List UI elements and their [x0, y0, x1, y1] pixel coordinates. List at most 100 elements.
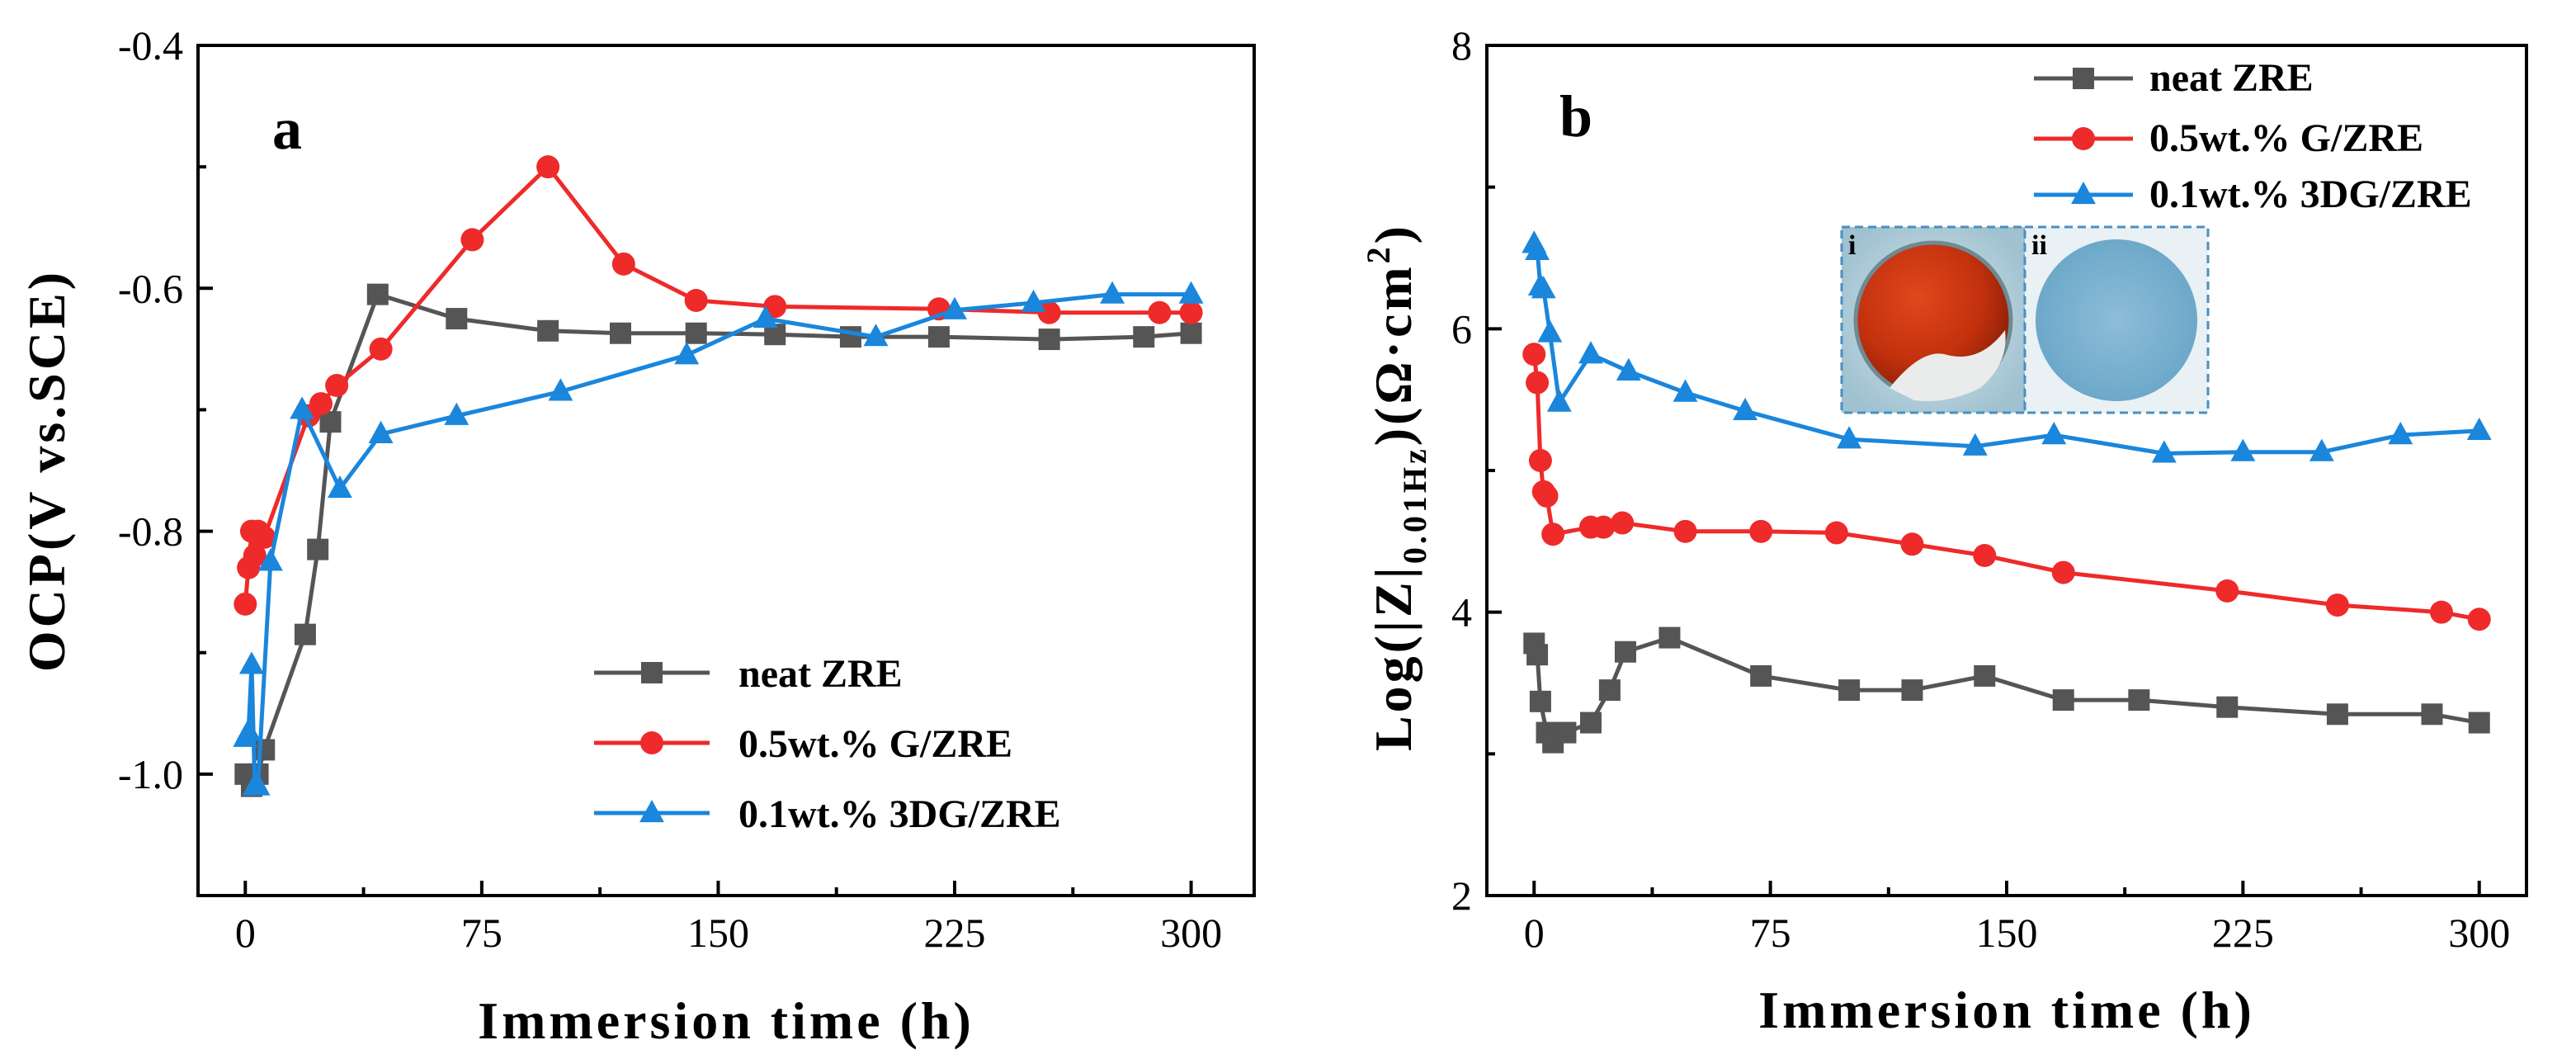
panel-b-point-neat-zre-17 [2326, 703, 2348, 726]
panel-b-point-0-1wt-3dg-zre-6 [1578, 341, 1603, 364]
panel-b-xtick-label-3: 225 [2212, 910, 2274, 956]
panel-a-point-0-5wt-g-zre-8 [325, 374, 349, 397]
panel-a-line-0-5wt-g-zre [243, 164, 1191, 605]
panel-a-legend-marker-0-5wt-g-zre [640, 731, 663, 754]
panel-a-xtick-label-2: 150 [687, 910, 749, 956]
panel-b-ylabel-sup: 2 [1360, 243, 1397, 263]
panel-a-point-0-5wt-g-zre-18 [1179, 300, 1203, 324]
panel-b-ytick-label-0: 2 [1451, 872, 1472, 919]
panel-a-point-0-1wt-3dg-zre-1 [236, 718, 262, 741]
panel-b-point-0-5wt-g-zre-15 [2215, 579, 2239, 603]
panel-b-point-neat-zre-13 [1974, 664, 1996, 687]
panel-b-legend-label-3dg: 0.1wt.% 3DG/ZRE [2149, 173, 2472, 216]
panel-b-point-neat-zre-16 [2216, 696, 2239, 718]
panel-a-xtick-label-3: 225 [924, 910, 986, 956]
panel-b-point-0-1wt-3dg-zre-11 [1962, 433, 1988, 456]
panel-a-legend-label-3dg: 0.1wt.% 3DG/ZRE [738, 792, 1061, 836]
panel-a-legend-marker-group-0-1wt-3dg-zre [639, 799, 664, 823]
panel-b-point-0-5wt-g-zre-13 [1973, 544, 1997, 567]
panel-b-point-0-5wt-g-zre-7 [1592, 515, 1616, 539]
panel-a-legend-marker-group-0-5wt-g-zre [640, 731, 663, 754]
panel-b-point-neat-zre-1 [1526, 644, 1549, 666]
panel-b-series [1522, 230, 2492, 754]
panel-b-point-neat-zre-14 [2052, 689, 2074, 712]
panel-a-point-0-1wt-3dg-zre-16 [1100, 281, 1125, 304]
panel-a-point-neat-zre-5 [307, 538, 329, 560]
panel-b-xtick-label-0: 0 [1524, 910, 1545, 956]
panel-b-ylabel-pre: Log(|Z| [1364, 564, 1422, 751]
panel-b-point-0-1wt-3dg-zre-14 [2230, 438, 2256, 461]
panel-b-point-0-1wt-3dg-zre-3 [1531, 276, 1556, 299]
panel-b: 0 75 150 225 300 2 4 6 8 [1360, 22, 2528, 1039]
panel-a-point-0-1wt-3dg-zre-13 [863, 324, 889, 347]
panel-a-ytick-label-2: -0.6 [118, 265, 183, 311]
panel-b-point-0-5wt-g-zre-4 [1535, 484, 1559, 508]
panel-b-point-0-5wt-g-zre-14 [2051, 560, 2075, 584]
panel-a-point-0-1wt-3dg-zre-6 [290, 396, 315, 419]
panel-a-point-0-1wt-3dg-zre-12 [753, 305, 778, 329]
panel-a-xtick-label-0: 0 [235, 910, 256, 956]
panel-a-point-0-1wt-3dg-zre-9 [444, 402, 469, 425]
panel-b-point-0-5wt-g-zre-17 [2429, 600, 2453, 624]
panel-a-series [233, 155, 1204, 797]
panel-b-point-neat-zre-8 [1615, 641, 1636, 663]
panel-a-ytick-label-0: -1.0 [118, 751, 183, 797]
panel-b-point-0-5wt-g-zre-10 [1749, 519, 1773, 543]
panel-b-ytick-label-2: 6 [1451, 305, 1472, 352]
panel-a-frame [196, 44, 1256, 897]
panel-a-point-neat-zre-9 [537, 319, 559, 342]
panel-b-legend-marker-neat-zre [2073, 68, 2094, 89]
panel-a: 0 75 150 225 300 -1.0 -0.8 -0.6 -0.4 a Immersion… [17, 22, 1256, 1050]
panel-a-point-0-5wt-g-zre-11 [536, 155, 560, 179]
panel-b-ylabel-mid: )(Ω·cm [1364, 263, 1422, 446]
panel-b-point-0-5wt-g-zre-1 [1526, 371, 1550, 395]
panel-b-point-neat-zre-10 [1750, 664, 1772, 687]
panel-b-point-0-5wt-g-zre-2 [1528, 448, 1552, 472]
panel-a-legend-marker-neat-zre [641, 662, 663, 683]
panel-b-point-0-1wt-3dg-zre-16 [2388, 422, 2413, 445]
panel-a-point-0-5wt-g-zre-5 [252, 525, 276, 549]
panel-a-point-0-5wt-g-zre-12 [611, 252, 635, 276]
inset-photo-ii-sample [2036, 239, 2197, 401]
panel-a-ylabel: OCP(V vs.SCE) [17, 269, 76, 672]
panel-b-point-neat-zre-6 [1580, 712, 1602, 734]
panel-a-point-neat-zre-8 [446, 308, 468, 330]
panel-b-ticks: 0 75 150 225 300 2 4 6 8 [1451, 22, 2510, 956]
panel-a-legend-marker-group-neat-zre [641, 662, 663, 683]
panel-b-point-0-1wt-3dg-zre-17 [2466, 417, 2492, 441]
panel-a-legend-label-g: 0.5wt.% G/ZRE [738, 722, 1012, 766]
panel-a-ytick-label-1: -0.8 [118, 508, 183, 555]
panel-a-point-neat-zre-10 [610, 322, 631, 344]
panel-b-ytick-label-3: 8 [1451, 22, 1472, 69]
panel-b-point-0-1wt-3dg-zre-10 [1837, 426, 1862, 449]
panel-b-point-neat-zre-19 [2468, 712, 2490, 734]
panel-b-xlabel: Immersion time (h) [1758, 981, 2255, 1039]
panel-a-point-neat-zre-16 [1133, 326, 1155, 348]
panel-b-point-0-5wt-g-zre-0 [1522, 343, 1546, 366]
panel-a-point-0-1wt-3dg-zre-5 [257, 548, 283, 571]
panel-a-legend-label-neat: neat ZRE [738, 652, 903, 696]
panel-a-legend: neat ZRE 0.5wt.% G/ZRE 0.1wt.% 3DG/ZRE [594, 652, 1061, 836]
panel-a-point-0-5wt-g-zre-16 [1037, 300, 1061, 324]
panel-a-xtick-label-4: 300 [1160, 910, 1222, 956]
panel-b-xtick-label-2: 150 [1976, 910, 2038, 956]
panel-a-point-0-1wt-3dg-zre-14 [942, 296, 967, 319]
panel-a-point-0-1wt-3dg-zre-7 [327, 475, 352, 499]
panel-b-point-0-1wt-3dg-zre-15 [2309, 438, 2334, 461]
panel-b-point-0-5wt-g-zre-16 [2325, 593, 2349, 617]
panel-a-letter: a [272, 96, 302, 162]
panel-a-point-0-1wt-3dg-zre-17 [1178, 281, 1204, 304]
inset-photos: i ii [1840, 225, 2210, 414]
panel-a-point-neat-zre-14 [927, 326, 950, 348]
panel-b-point-0-1wt-3dg-zre-12 [2041, 422, 2067, 445]
panel-b-point-neat-zre-12 [1901, 679, 1923, 702]
panel-b-legend-marker-0-1wt-3dg-zre [2071, 181, 2096, 205]
panel-a-point-neat-zre-7 [366, 283, 389, 305]
panel-b-point-neat-zre-2 [1529, 690, 1551, 712]
inset-label-ii: ii [2031, 230, 2047, 261]
panel-b-point-neat-zre-9 [1658, 626, 1681, 649]
panel-b-point-neat-zre-15 [2128, 689, 2150, 712]
panel-b-point-0-1wt-3dg-zre-9 [1733, 397, 1758, 421]
panel-a-ytick-label-3: -0.4 [118, 22, 183, 69]
panel-b-point-0-1wt-3dg-zre-5 [1546, 389, 1572, 412]
